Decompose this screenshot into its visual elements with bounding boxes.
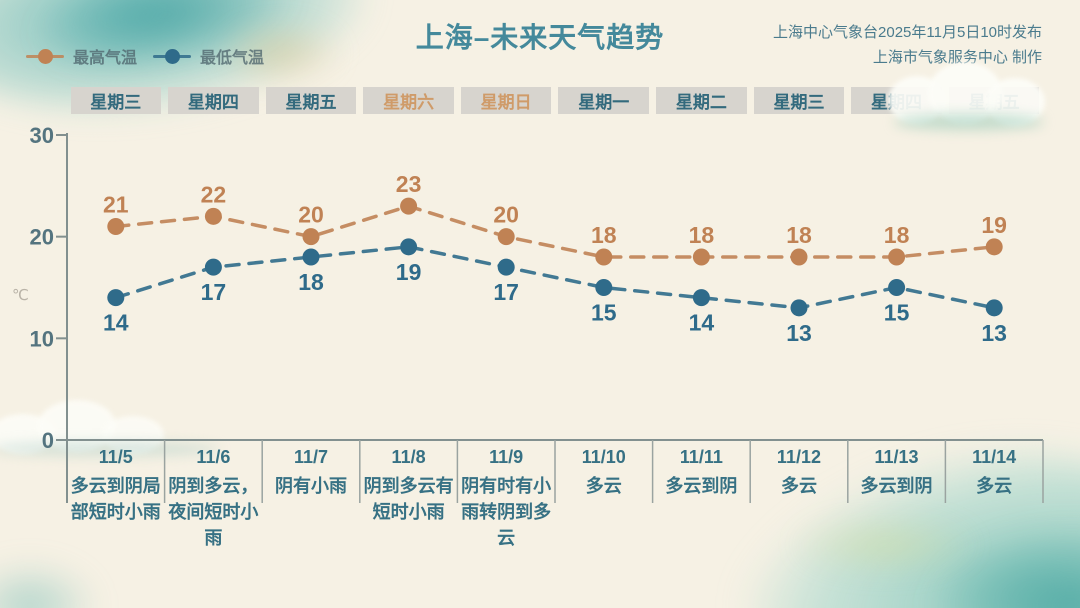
weekday-label: 星期六 [383, 93, 435, 112]
legend-label-low: 最低气温 [200, 50, 265, 67]
forecast-date: 11/13 [874, 447, 919, 467]
weekday-label: 星期四 [871, 93, 923, 112]
svg-text:18: 18 [884, 222, 910, 248]
forecast-weather: 阴到多云有短时小雨 [363, 476, 454, 522]
svg-text:23: 23 [396, 171, 422, 197]
weekday-header: 星期三 [70, 87, 162, 114]
forecast-date: 11/12 [776, 447, 821, 467]
weekday-header: 星期一 [558, 87, 650, 114]
page-title: 上海–未来天气趋势 [415, 22, 665, 53]
svg-text:13: 13 [786, 320, 812, 346]
weekday-header: 星期六 [363, 87, 454, 114]
svg-text:10: 10 [30, 326, 54, 351]
forecast-weather: 多云到阴局部短时小雨 [70, 476, 161, 522]
forecast-date: 11/9 [489, 447, 524, 467]
svg-text:15: 15 [884, 299, 910, 325]
forecast-column: 11/10 多云 [555, 447, 653, 551]
forecast-date: 11/11 [679, 447, 723, 467]
forecast-column: 11/5 多云到阴局部短时小雨 [67, 447, 165, 551]
weekday-label: 星期三 [773, 93, 825, 112]
svg-text:22: 22 [201, 181, 227, 207]
svg-text:20: 20 [493, 202, 519, 228]
svg-text:13: 13 [981, 320, 1007, 346]
weekday-header: 星期四 [851, 87, 942, 114]
producer-line: 上海市气象服务中心 制作 [872, 49, 1042, 66]
weekday-label: 星期一 [578, 93, 630, 112]
forecast-column: 11/13 多云到阴 [848, 447, 946, 551]
low-temp-marker-icon [153, 48, 192, 64]
forecast-table: 11/5 多云到阴局部短时小雨 11/6 阴到多云，夜间短时小雨 11/7 阴有… [67, 447, 1043, 551]
svg-text:21: 21 [103, 191, 129, 217]
forecast-column: 11/11 多云到阴 [653, 447, 751, 551]
legend-label-high: 最高气温 [73, 50, 138, 67]
weekday-label: 星期五 [968, 93, 1020, 112]
svg-text:14: 14 [689, 310, 715, 336]
forecast-column: 11/8 阴到多云有短时小雨 [360, 447, 458, 551]
svg-text:18: 18 [298, 269, 324, 295]
watercolor-wash-bottom-left-corner [0, 560, 100, 608]
publisher-info: 上海中心气象台2025年11月5日10时发布 上海市气象服务中心 制作 [773, 20, 1042, 70]
forecast-weather: 阴到多云，夜间短时小雨 [168, 476, 259, 548]
forecast-weather: 多云 [976, 476, 1013, 496]
forecast-column: 11/6 阴到多云，夜间短时小雨 [165, 447, 263, 551]
svg-text:0: 0 [42, 428, 54, 453]
forecast-weather: 多云到阴 [860, 476, 933, 496]
weekday-header: 星期四 [168, 87, 259, 114]
svg-text:19: 19 [981, 212, 1007, 238]
weekday-header: 星期五 [265, 87, 357, 114]
legend-item-low-temp: 最低气温 [153, 44, 264, 68]
forecast-column: 11/14 多云 [945, 447, 1043, 551]
weekday-label: 星期四 [187, 93, 239, 112]
weekday-header: 星期二 [656, 87, 747, 114]
weekday-label: 星期二 [675, 93, 727, 112]
svg-text:℃: ℃ [12, 287, 29, 304]
forecast-weather: 阴有时有小雨转阴到多云 [461, 476, 552, 548]
forecast-date: 11/8 [391, 447, 426, 467]
publish-line: 上海中心气象台2025年11月5日10时发布 [773, 24, 1042, 41]
svg-text:19: 19 [396, 259, 422, 285]
forecast-date: 11/7 [293, 447, 328, 467]
forecast-weather: 阴有小雨 [274, 476, 347, 496]
forecast-column: 11/9 阴有时有小雨转阴到多云 [457, 447, 555, 551]
weekday-header: 星期日 [460, 87, 552, 114]
svg-text:20: 20 [30, 225, 54, 250]
legend-item-high-temp: 最高气温 [26, 44, 137, 68]
forecast-column: 11/12 多云 [750, 447, 848, 551]
weekday-header: 星期三 [753, 87, 845, 114]
svg-text:17: 17 [201, 279, 227, 305]
svg-text:15: 15 [591, 299, 617, 325]
weekday-header-row: 星期三 星期四 星期五 星期六 星期日 星期一 星期二 星期三 星期四 星期五 [67, 87, 1043, 114]
forecast-date: 11/6 [196, 447, 231, 467]
svg-text:18: 18 [689, 222, 715, 248]
svg-text:30: 30 [30, 123, 54, 148]
forecast-date: 11/10 [581, 447, 626, 467]
forecast-column: 11/7 阴有小雨 [262, 447, 360, 551]
weekday-label: 星期五 [285, 93, 337, 112]
svg-text:20: 20 [298, 202, 324, 228]
svg-text:14: 14 [103, 310, 129, 336]
svg-text:18: 18 [591, 222, 617, 248]
forecast-weather: 多云到阴 [665, 476, 738, 496]
forecast-weather: 多云 [585, 476, 622, 496]
forecast-date: 11/14 [972, 447, 1017, 467]
weekday-label: 星期日 [480, 93, 532, 112]
high-temp-marker-icon [26, 48, 64, 64]
svg-text:17: 17 [493, 279, 519, 305]
weekday-label: 星期三 [90, 93, 142, 112]
forecast-date: 11/5 [98, 447, 133, 467]
svg-text:18: 18 [786, 222, 812, 248]
legend: 最高气温 最低气温 [26, 44, 264, 68]
forecast-weather: 多云 [780, 476, 817, 496]
weekday-header: 星期五 [948, 87, 1040, 114]
